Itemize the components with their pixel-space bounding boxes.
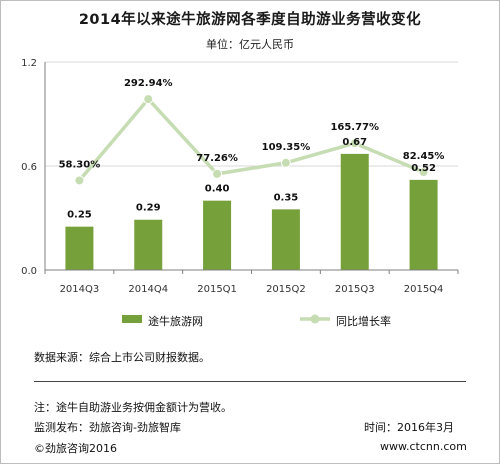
growth-point — [418, 167, 429, 178]
x-tick-label: 2015Q4 — [404, 284, 444, 295]
bar — [203, 200, 232, 270]
bar-value-label: 0.35 — [274, 192, 299, 203]
x-tick-label: 2014Q4 — [128, 284, 168, 295]
x-tick-label: 2015Q1 — [197, 284, 237, 295]
monitor-note: 监测发布：劲旅咨询-劲旅智库 — [34, 421, 181, 434]
legend-bar-label: 途牛旅游网 — [148, 315, 203, 328]
bar-value-label: 0.40 — [205, 184, 230, 195]
bar — [409, 179, 438, 270]
growth-value-label: 292.94% — [124, 78, 173, 89]
growth-line — [78, 97, 425, 182]
legend-line-marker — [310, 314, 320, 324]
x-tick-label: 2015Q3 — [335, 284, 375, 295]
growth-point — [349, 138, 360, 149]
divider — [34, 381, 466, 382]
growth-value-label: 109.35% — [262, 142, 311, 153]
chart-svg: 0.0 0.6 1.2 0.25 0.29 0.40 0.35 0.67 0.52 58.30%… — [21, 58, 459, 324]
y-tick-label: 0.6 — [21, 162, 37, 173]
time-note: 时间：2016年3月 — [364, 421, 454, 434]
bar — [65, 226, 94, 270]
chart-title: 2014年以来途牛旅游网各季度自助游业务营收变化 — [78, 12, 422, 28]
y-tick-label: 0.0 — [21, 266, 37, 277]
bar — [340, 153, 369, 270]
bar-value-label: 0.29 — [136, 203, 161, 214]
bar-value-label: 0.67 — [342, 137, 367, 148]
growth-point — [74, 175, 85, 186]
growth-point — [143, 94, 154, 105]
growth-value-label: 165.77% — [330, 122, 379, 133]
footnote: 注：途牛自助游业务按佣金额计为营收。 — [34, 401, 232, 414]
x-tick-label: 2015Q2 — [266, 284, 306, 295]
growth-point — [280, 157, 291, 168]
growth-value-label: 77.26% — [196, 153, 238, 164]
legend-bar-swatch — [122, 315, 142, 323]
website-note: www.ctcnn.com — [380, 440, 467, 453]
chart-subtitle: 单位：亿元人民币 — [206, 38, 294, 51]
growth-value-label: 58.30% — [59, 159, 101, 170]
growth-value-label: 82.45% — [403, 151, 445, 162]
bar — [134, 219, 163, 270]
source-note: 数据来源：综合上市公司财报数据。 — [34, 351, 210, 364]
y-tick-label: 1.2 — [21, 58, 37, 69]
bar-value-label: 0.25 — [67, 210, 92, 221]
bar-value-label: 0.52 — [411, 163, 436, 174]
x-tick-label: 2014Q3 — [60, 284, 100, 295]
legend-line-label: 同比增长率 — [336, 315, 391, 328]
bar — [271, 209, 300, 270]
copyright-note: ©劲旅咨询2016 — [34, 442, 117, 455]
growth-point — [212, 168, 223, 179]
